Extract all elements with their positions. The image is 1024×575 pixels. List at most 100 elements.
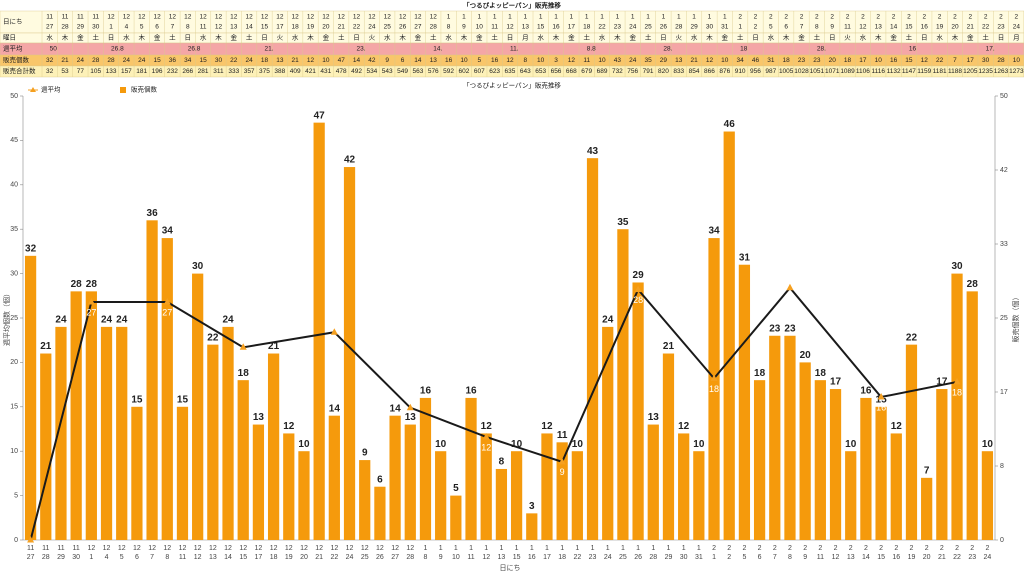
bar-value-label: 10 [511,439,523,450]
table-weekday: 火 [277,35,284,42]
table-day: 21 [338,24,346,31]
bar-value-label: 7 [924,465,930,476]
table-month: 1 [600,14,604,21]
x-tick-label: 12 [361,545,369,552]
line-marker [877,393,885,400]
bar [951,273,963,540]
line-value-label: 28 [633,295,643,305]
table-count: 10 [322,57,330,64]
line-marker [27,536,35,543]
table-count: 35 [644,57,652,64]
table-row [0,65,1024,78]
table-month: 2 [892,14,896,21]
x-tick-label: 5 [742,554,746,561]
table-day: 25 [384,24,392,31]
x-tick-label: 2 [849,545,853,552]
table-count: 13 [430,57,438,64]
bar [222,326,234,540]
table-day: 29 [77,24,85,31]
bar [480,433,492,540]
y-tick-label: 45 [10,137,18,144]
x-tick-label: 2 [727,554,731,561]
table-weekday: 金 [415,33,422,42]
table-day: 7 [171,24,175,31]
table-total: 281 [198,68,209,75]
table-count: 24 [138,57,146,64]
x-tick-label: 1 [484,545,488,552]
table-day: 17 [568,24,576,31]
table-total: 534 [366,68,377,75]
table-weekday: 土 [430,33,437,42]
y2-tick-label: 50 [1000,93,1008,100]
x-tick-label: 24 [604,554,612,561]
table-day: 13 [522,24,530,31]
table-month: 2 [784,14,788,21]
x-tick-label: 21 [938,554,946,561]
x-tick-label: 12 [87,545,95,552]
table-month: 2 [968,14,972,21]
table-count: 21 [61,57,69,64]
table-count: 36 [169,57,177,64]
table-count: 22 [936,57,944,64]
table-day: 5 [769,24,773,31]
x-tick-label: 13 [498,554,506,561]
bar-value-label: 24 [101,315,113,326]
table-month: 2 [800,14,804,21]
table-month: 2 [861,14,865,21]
table-month: 12 [199,14,207,21]
table-weekday: 日 [829,34,836,42]
y-tick-label: 40 [10,182,18,189]
bar-value-label: 30 [192,261,204,272]
table-count: 34 [737,57,745,64]
table-day: 8 [447,24,451,31]
x-tick-label: 24 [346,554,354,561]
bar [723,131,735,540]
x-tick-label: 29 [665,554,673,561]
table-day: 7 [800,24,804,31]
table-total: 1089 [840,68,855,75]
bar-value-label: 17 [936,377,948,388]
table-month: 12 [338,14,346,21]
table-weekday: 金 [967,33,974,42]
table-month: 1 [708,14,712,21]
bar [207,344,219,540]
table-day: 25 [644,24,652,31]
x-tick-label: 20 [300,554,308,561]
table-month: 12 [184,14,192,21]
table-count: 13 [675,57,683,64]
x-tick-label: 1 [560,545,564,552]
table-count: 14 [414,57,422,64]
x-tick-label: 12 [118,545,126,552]
x-tick-label: 1 [575,545,579,552]
table-weekday: 土 [169,33,176,42]
bar-value-label: 36 [147,208,159,219]
table-total: 1181 [933,68,947,75]
x-tick-label: 6 [758,554,762,561]
bar-value-label: 21 [663,341,675,352]
x-tick-label: 12 [224,545,232,552]
bar-value-label: 13 [253,412,265,423]
table-weekday: 土 [246,33,253,42]
table-month: 2 [830,14,834,21]
line-value-label: 18 [952,387,962,397]
table-count: 20 [829,57,837,64]
bar [936,389,948,540]
x-tick-label: 2 [727,545,731,552]
table-weekday: 水 [936,33,943,42]
bar [845,451,857,540]
table-weekday: 土 [645,33,652,42]
bar [647,424,659,540]
table-total: 635 [505,68,516,75]
table-weekday: 水 [123,33,130,42]
x-tick-label: 12 [376,545,384,552]
x-tick-label: 11 [57,545,64,552]
x-tick-label: 25 [619,554,627,561]
x-tick-label: 12 [391,545,399,552]
bar [829,389,842,540]
bar [176,406,189,540]
table-day: 6 [155,24,159,31]
table-count: 15 [153,57,161,64]
table-day: 12 [506,24,514,31]
table-total: 1071 [825,68,840,75]
table-count: 8 [524,57,528,64]
